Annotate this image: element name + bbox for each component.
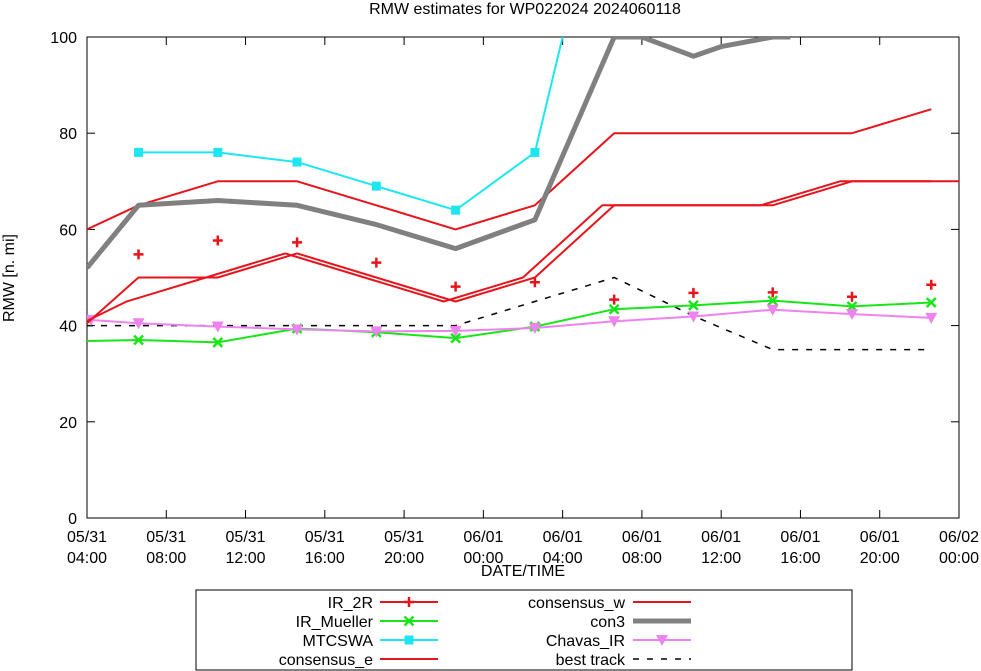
data-point-chavas-ir: [370, 326, 383, 338]
series-line-chavas-ir: [87, 308, 932, 333]
x-tick-date: 06/01: [701, 529, 741, 546]
axes-frame: 0 20 40 60 80 100 05/31 04:00 05/31 08:00 05/31 12:…: [50, 30, 979, 567]
data-point-ir-mueller: [450, 332, 462, 344]
data-point-chavas-ir: [211, 321, 224, 333]
legend-label-con3: con3: [590, 614, 625, 631]
series-group: [87, 37, 959, 351]
data-point-ir-mueller: [925, 297, 937, 308]
x-tick-time: 20:00: [860, 550, 900, 567]
data-point-ir-mueller: [767, 295, 779, 306]
data-point-ir-mueller: [608, 303, 620, 315]
y-tick-label: 80: [59, 126, 77, 143]
x-tick-date: 06/01: [622, 529, 662, 546]
x-tick-time: 04:00: [67, 550, 107, 567]
x-tick-date: 06/01: [463, 529, 503, 546]
legend: IR_2R IR_Mueller MTCSWA consensus_e consensu…: [195, 589, 853, 671]
data-point-mtcswa: [451, 205, 461, 215]
y-tick-label: 20: [59, 415, 77, 432]
x-axis-label: DATE/TIME: [481, 563, 565, 580]
legend-label-ir-mueller: IR_Mueller: [296, 614, 374, 631]
y-tick-label: 60: [59, 222, 77, 239]
x-tick-date: 06/01: [780, 529, 820, 546]
data-point-ir-2r: [212, 235, 223, 246]
legend-marker-ir-2r: [404, 597, 414, 607]
data-point-mtcswa: [134, 147, 144, 157]
data-point-ir-2r: [371, 257, 382, 268]
plot-frame: [86, 36, 960, 519]
series-line-mtcswa: [138, 37, 564, 212]
x-tick-date: 05/31: [67, 529, 107, 546]
legend-label-mtcswa: MTCSWA: [302, 633, 373, 650]
x-tick-date: 05/31: [305, 529, 345, 546]
data-point-chavas-ir: [608, 316, 621, 328]
data-point-ir-2r: [609, 294, 620, 305]
legend-marker-chavas-ir: [656, 635, 668, 646]
y-tick-label: 0: [68, 511, 77, 528]
data-point-ir-2r: [926, 279, 937, 290]
x-tick-date: 06/01: [543, 529, 583, 546]
legend-label-consensus-w: consensus_w: [528, 595, 625, 612]
data-point-chavas-ir: [291, 324, 304, 336]
data-point-chavas-ir: [449, 325, 462, 337]
chart-title: RMW estimates for WP022024 2024060118: [369, 1, 681, 18]
data-point-chavas-ir: [528, 323, 541, 335]
data-point-ir-2r: [846, 291, 857, 302]
x-tick-time: 08:00: [622, 550, 662, 567]
series-line-consensus-e: [87, 108, 932, 231]
x-tick-date: 06/02: [939, 529, 979, 546]
data-point-ir-2r: [133, 249, 144, 260]
x-tick-time: 16:00: [780, 550, 820, 567]
data-point-ir-2r: [292, 237, 303, 248]
y-tick-label: 100: [50, 30, 77, 47]
data-point-mtcswa: [530, 147, 540, 157]
x-tick-time: 16:00: [305, 550, 345, 567]
plot-area: [87, 37, 959, 351]
data-point-ir-2r: [767, 287, 778, 298]
data-point-mtcswa: [371, 181, 381, 191]
legend-box: [195, 589, 853, 671]
data-point-chavas-ir: [925, 312, 938, 324]
data-point-ir-mueller: [688, 300, 699, 311]
data-point-chavas-ir: [766, 304, 779, 316]
series-line-ir-mueller: [87, 299, 932, 344]
y-axis-label: RMW [n. mi]: [1, 234, 18, 322]
data-point-ir-2r: [688, 287, 699, 298]
legend-label-best-track: best track: [556, 652, 626, 669]
data-point-chavas-ir: [845, 309, 858, 321]
x-tick-date: 05/31: [146, 529, 186, 546]
series-line-best-track: [87, 276, 932, 351]
series-line-con3: [87, 37, 791, 270]
data-point-chavas-ir: [687, 311, 700, 323]
data-point-ir-mueller: [133, 334, 144, 346]
series-line-ir-2r: [87, 180, 959, 322]
x-tick-time: 08:00: [146, 550, 186, 567]
x-tick-date: 05/31: [384, 529, 424, 546]
data-point-ir-2r: [450, 281, 461, 292]
data-point-mtcswa: [213, 147, 223, 157]
legend-marker-ir-mueller: [403, 615, 415, 627]
x-tick-time: 00:00: [463, 550, 503, 567]
legend-label-chavas-ir: Chavas_IR: [546, 633, 625, 650]
legend-label-consensus-e: consensus_e: [279, 652, 373, 669]
data-point-mtcswa: [292, 157, 302, 167]
legend-label-ir-2r: IR_2R: [328, 595, 373, 612]
x-tick-time: 20:00: [384, 550, 424, 567]
x-tick-date: 06/01: [860, 529, 900, 546]
x-tick-time: 12:00: [226, 550, 266, 567]
data-point-ir-2r: [529, 277, 540, 288]
x-tick-time: 12:00: [701, 550, 741, 567]
x-tick-time: 04:00: [543, 550, 583, 567]
x-tick-date: 05/31: [226, 529, 266, 546]
data-point-ir-mueller: [212, 337, 224, 348]
x-tick-time: 00:00: [939, 550, 979, 567]
y-tick-label: 40: [59, 319, 77, 336]
legend-marker-mtcswa: [404, 635, 414, 645]
data-point-chavas-ir: [132, 318, 145, 330]
